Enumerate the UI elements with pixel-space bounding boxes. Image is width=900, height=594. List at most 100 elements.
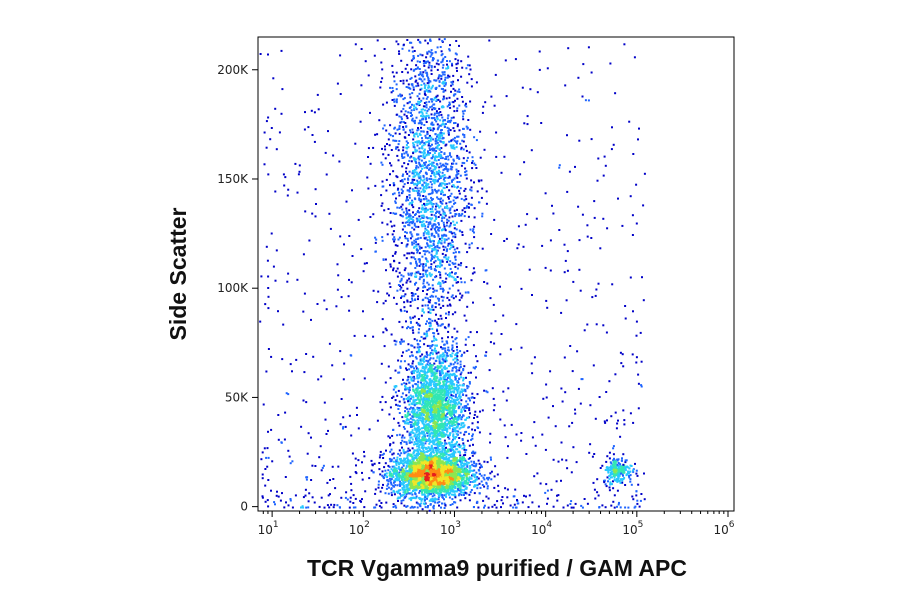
event-dot: [424, 466, 427, 468]
event-dot: [418, 372, 421, 374]
event-dot: [435, 427, 438, 429]
event-dot: [413, 367, 416, 370]
event-dot: [394, 201, 397, 204]
event-dot: [420, 502, 423, 505]
event-dot: [422, 464, 424, 467]
event-dot: [433, 455, 436, 458]
event-dot: [453, 473, 456, 476]
event-dot: [390, 491, 393, 494]
event-dot: [404, 451, 407, 454]
event-dot: [436, 297, 439, 300]
event-dot: [462, 389, 465, 392]
event-dot: [455, 466, 458, 469]
event-dot: [417, 486, 420, 488]
event-dot: [432, 439, 435, 442]
event-dot: [483, 474, 486, 477]
event-dot: [472, 228, 475, 231]
event-dot: [458, 367, 461, 369]
event-dot: [386, 484, 389, 487]
event-dot: [455, 481, 458, 484]
event-dot: [401, 439, 404, 442]
event-dot: [425, 414, 428, 417]
event-dot: [443, 447, 446, 450]
event-dot: [453, 409, 456, 412]
event-dot: [416, 66, 419, 69]
event-dot: [454, 463, 457, 466]
event-dot: [407, 412, 410, 415]
event-dot: [428, 367, 431, 369]
event-dot: [485, 495, 488, 498]
event-dot: [412, 331, 415, 334]
event-dot: [441, 355, 444, 358]
event-dot: [460, 418, 463, 421]
event-dot: [450, 165, 453, 168]
event-dot: [460, 460, 463, 463]
event-dot: [445, 469, 448, 472]
event-dot: [422, 385, 425, 388]
event-dot: [406, 473, 409, 476]
event-dot: [457, 488, 459, 491]
event-dot: [483, 389, 486, 392]
event-dot: [439, 438, 442, 440]
event-dot: [388, 457, 391, 460]
event-dot: [406, 461, 409, 464]
event-dot: [423, 382, 426, 385]
event-dot: [450, 406, 452, 409]
event-dot: [415, 480, 418, 483]
event-dot: [435, 399, 438, 402]
event-dot: [476, 421, 479, 424]
event-dot: [438, 397, 441, 400]
event-dot: [445, 455, 448, 458]
event-dot: [448, 474, 451, 477]
event-dot: [446, 492, 449, 495]
event-dot: [446, 373, 449, 376]
event-dot: [436, 423, 439, 426]
event-dot: [473, 397, 476, 399]
event-dot: [444, 442, 447, 445]
event-dot: [424, 457, 427, 460]
event-dot: [459, 395, 462, 398]
event-dot: [418, 132, 421, 135]
event-dot: [471, 161, 473, 164]
event-dot: [414, 186, 417, 189]
event-dot: [429, 471, 432, 474]
event-dot: [433, 441, 436, 443]
event-dot: [435, 443, 438, 445]
event-dot: [430, 480, 433, 483]
event-dot: [440, 417, 442, 420]
event-dot: [387, 483, 390, 486]
event-dot: [430, 431, 433, 434]
event-dot: [447, 114, 450, 117]
event-dot: [415, 431, 418, 433]
event-dot: [438, 448, 441, 451]
event-dot: [420, 382, 423, 385]
event-dot: [414, 428, 417, 431]
event-dot: [403, 360, 406, 363]
event-dot: [370, 469, 373, 472]
event-dot: [442, 480, 445, 483]
event-dot: [422, 405, 425, 408]
event-dot: [405, 419, 408, 422]
event-dot: [425, 395, 428, 398]
event-dot: [421, 479, 424, 482]
event-dot: [472, 443, 474, 446]
event-dot: [399, 474, 402, 477]
event-dot: [404, 421, 407, 423]
event-dot: [364, 490, 367, 493]
event-dot: [393, 491, 396, 494]
event-dot: [410, 484, 413, 487]
event-dot: [417, 409, 420, 412]
event-dot: [441, 474, 444, 476]
event-dot: [428, 397, 431, 400]
event-dot: [439, 466, 442, 469]
event-dot: [425, 469, 428, 472]
event-dot: [409, 433, 412, 436]
event-dot: [441, 465, 444, 468]
event-dot: [421, 353, 424, 356]
event-dot: [442, 478, 445, 481]
event-dot: [411, 395, 413, 398]
event-dot: [424, 364, 427, 367]
event-dot: [426, 455, 428, 458]
event-dot: [445, 385, 448, 388]
event-dot: [456, 463, 459, 466]
